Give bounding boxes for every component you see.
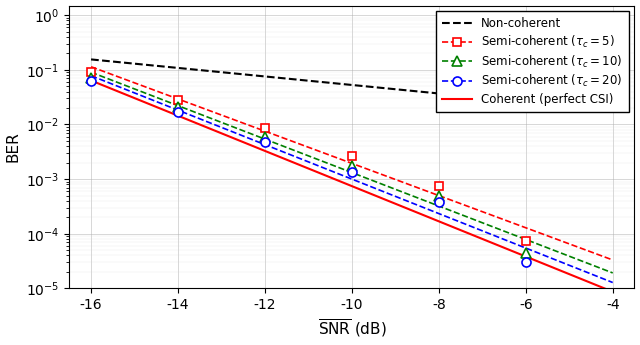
Legend: Non-coherent, Semi-coherent ($\tau_c = 5$), Semi-coherent ($\tau_c = 10$), Semi-: Non-coherent, Semi-coherent ($\tau_c = 5… xyxy=(436,11,628,112)
Y-axis label: BER: BER xyxy=(6,131,20,162)
X-axis label: $\overline{\mathrm{SNR}}$ (dB): $\overline{\mathrm{SNR}}$ (dB) xyxy=(317,318,386,339)
